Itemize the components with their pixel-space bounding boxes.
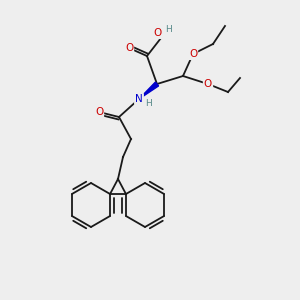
Text: H: H [166,26,172,34]
Text: H: H [146,100,152,109]
Text: O: O [125,43,133,53]
Text: O: O [95,107,103,117]
Text: N: N [135,94,143,104]
Text: O: O [204,79,212,89]
Text: O: O [154,28,162,38]
Polygon shape [139,82,159,99]
Text: O: O [189,49,197,59]
